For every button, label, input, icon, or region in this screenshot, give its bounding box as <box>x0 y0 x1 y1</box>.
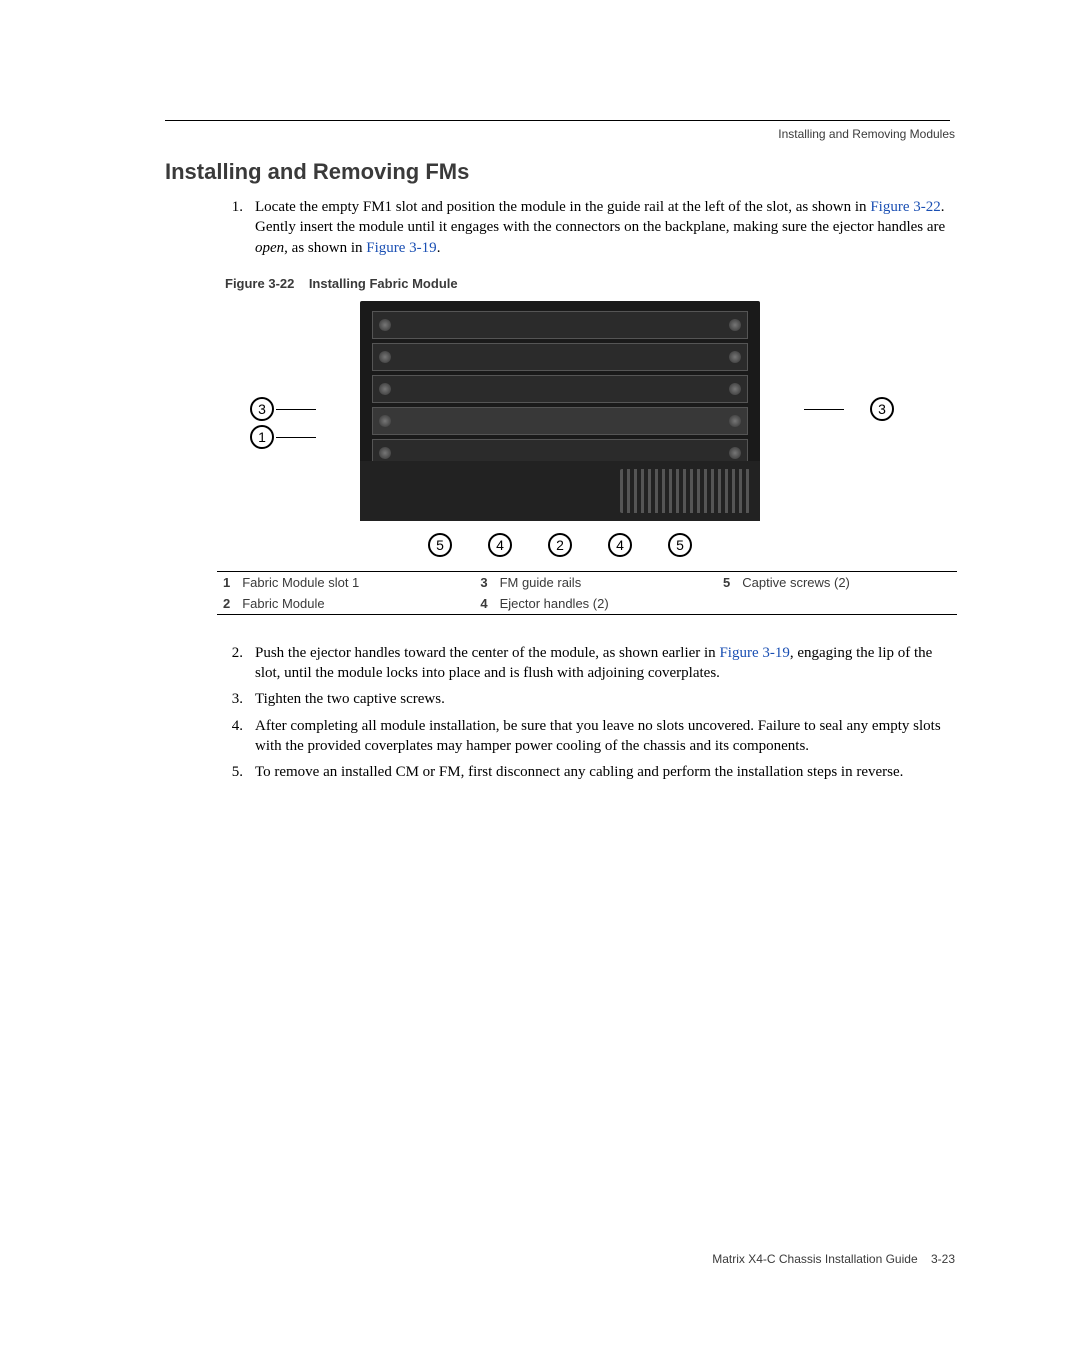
callout-5b: 5 <box>668 533 692 557</box>
callout-line <box>804 409 844 411</box>
callout-4b: 4 <box>608 533 632 557</box>
callout-3-right: 3 <box>870 397 894 421</box>
step-1-text: Locate the empty FM1 slot and position t… <box>255 197 955 258</box>
table-row: 1 Fabric Module slot 1 3 FM guide rails … <box>217 571 957 593</box>
step-1: 1. Locate the empty FM1 slot and positio… <box>225 197 955 258</box>
step-3: 3. Tighten the two captive screws. <box>225 689 955 709</box>
step-4: 4. After completing all module installat… <box>225 716 955 757</box>
legend-num: 4 <box>474 593 493 615</box>
step-1-post: , as shown in <box>284 240 366 256</box>
legend-text: Fabric Module slot 1 <box>236 571 474 593</box>
step-2: 2. Push the ejector handles toward the c… <box>225 643 955 684</box>
step-1-pre: Locate the empty FM1 slot and position t… <box>255 199 870 215</box>
legend-num: 5 <box>717 571 736 593</box>
figure-ref-3-19a[interactable]: Figure 3-19 <box>366 240 436 256</box>
callout-line <box>276 437 316 439</box>
legend-text: Ejector handles (2) <box>494 593 717 615</box>
legend-table: 1 Fabric Module slot 1 3 FM guide rails … <box>217 571 957 615</box>
callout-4a: 4 <box>488 533 512 557</box>
figure-image <box>360 301 760 521</box>
running-head: Installing and Removing Modules <box>165 127 955 141</box>
step-2-pre: Push the ejector handles toward the cent… <box>255 645 719 661</box>
callout-5a: 5 <box>428 533 452 557</box>
step-2-text: Push the ejector handles toward the cent… <box>255 643 955 684</box>
callout-line <box>276 409 316 411</box>
figure-title: Installing Fabric Module <box>309 276 458 291</box>
step-5-text: To remove an installed CM or FM, first d… <box>255 762 955 782</box>
step-1-num: 1. <box>225 197 243 258</box>
legend-text: Fabric Module <box>236 593 474 615</box>
callout-3-left: 3 <box>250 397 274 421</box>
figure-ref-3-19b[interactable]: Figure 3-19 <box>719 645 789 661</box>
callout-2: 2 <box>548 533 572 557</box>
legend-text: Captive screws (2) <box>736 571 957 593</box>
legend-num: 2 <box>217 593 236 615</box>
legend-num: 1 <box>217 571 236 593</box>
header-rule <box>165 120 950 121</box>
figure-ref-3-22[interactable]: Figure 3-22 <box>870 199 940 215</box>
step-2-num: 2. <box>225 643 243 684</box>
footer: Matrix X4-C Chassis Installation Guide 3… <box>712 1252 955 1266</box>
step-1-open: open <box>255 240 284 256</box>
legend-text: FM guide rails <box>494 571 717 593</box>
legend-num: 3 <box>474 571 493 593</box>
callout-1: 1 <box>250 425 274 449</box>
footer-page: 3-23 <box>931 1252 955 1266</box>
step-4-num: 4. <box>225 716 243 757</box>
callout-row-bottom: 5 4 2 4 5 <box>300 533 820 557</box>
step-3-num: 3. <box>225 689 243 709</box>
section-title: Installing and Removing FMs <box>165 159 955 185</box>
step-3-text: Tighten the two captive screws. <box>255 689 955 709</box>
figure-caption: Figure 3-22 Installing Fabric Module <box>165 276 955 291</box>
step-5-num: 5. <box>225 762 243 782</box>
step-1-end: . <box>437 240 441 256</box>
figure-label: Figure 3-22 <box>225 276 294 291</box>
step-5: 5. To remove an installed CM or FM, firs… <box>225 762 955 782</box>
table-row: 2 Fabric Module 4 Ejector handles (2) <box>217 593 957 615</box>
footer-book: Matrix X4-C Chassis Installation Guide <box>712 1252 917 1266</box>
step-4-text: After completing all module installation… <box>255 716 955 757</box>
